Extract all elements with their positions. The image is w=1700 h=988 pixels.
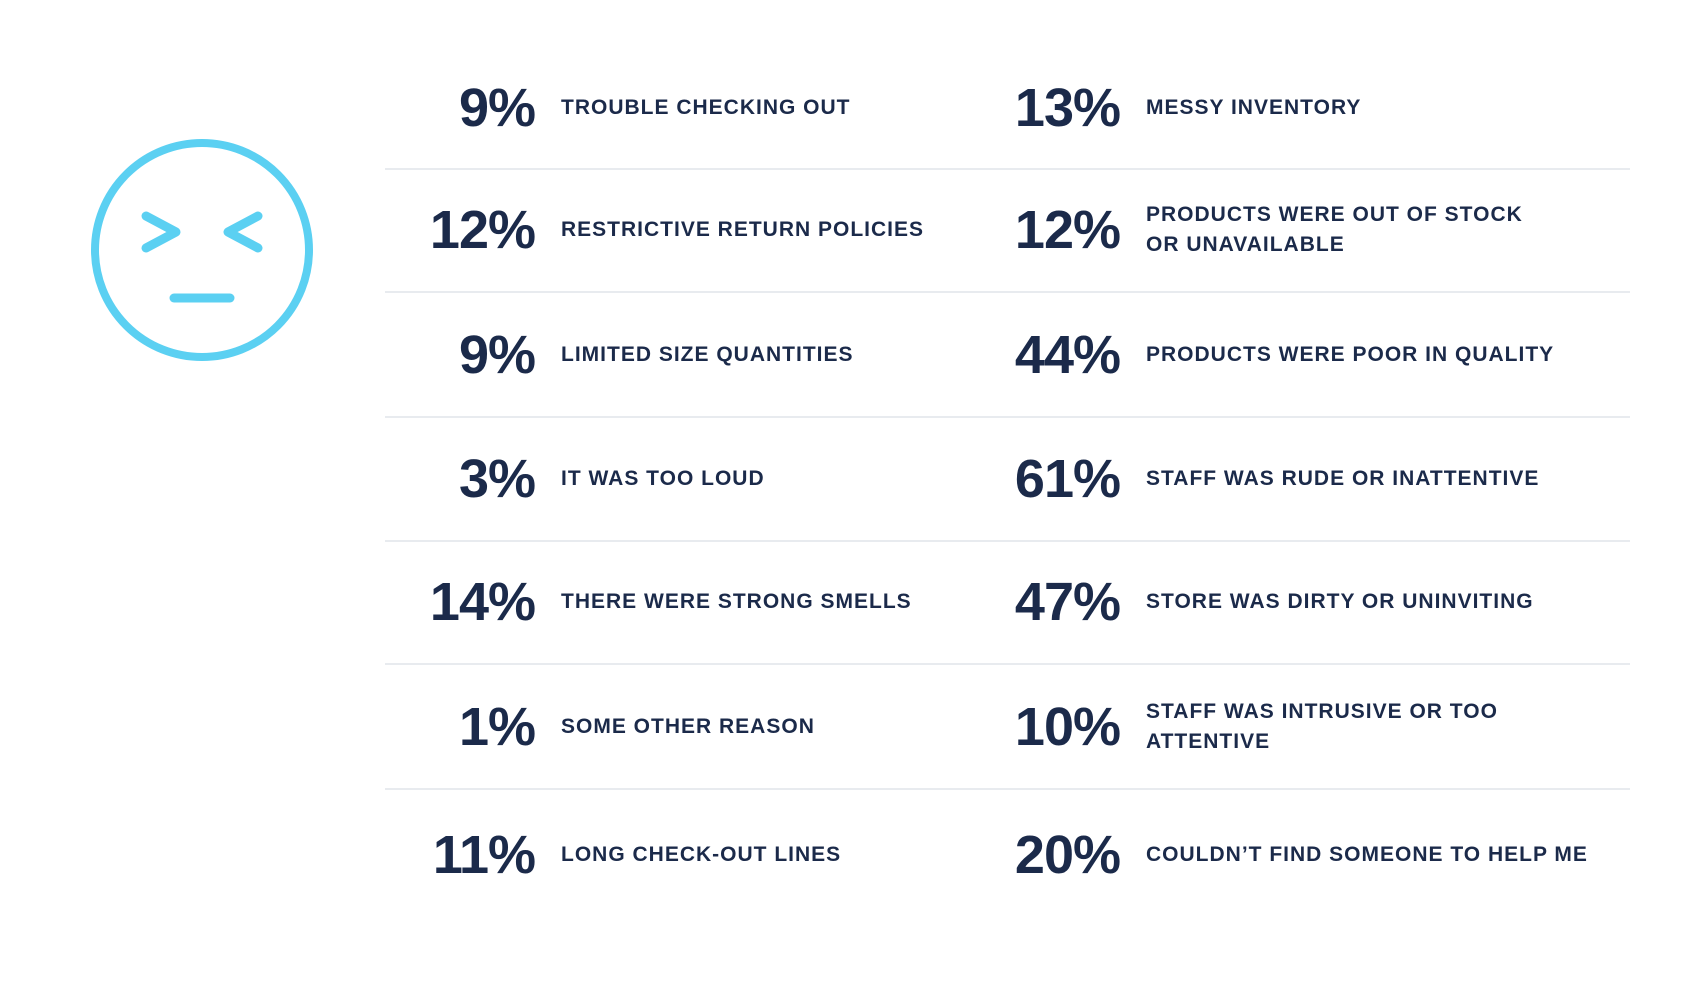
stat-label: SOME OTHER REASON <box>561 715 815 738</box>
stat-percent: 9% <box>458 77 536 138</box>
stat-cell: 1% SOME OTHER REASON <box>385 667 945 787</box>
stat-label: LIMITED SIZE QUANTITIES <box>561 343 854 366</box>
stat-cell: 11% LONG CHECK-OUT LINES <box>385 792 945 918</box>
stat-cell: 12% RESTRICTIVE RETURN POLICIES <box>385 172 945 288</box>
stat-cell: 9% TROUBLE CHECKING OUT <box>385 50 945 165</box>
squinting-unhappy-face-icon <box>91 139 313 361</box>
stat-row: 14% THERE WERE STRONG SMELLS 47% STORE W… <box>385 544 1630 660</box>
row-divider <box>385 416 1630 418</box>
stat-cell: 10% STAFF WAS INTRUSIVE OR TOO ATTENTIVE <box>945 667 1630 787</box>
stat-percent: 47% <box>1014 572 1121 632</box>
stat-row: 12% RESTRICTIVE RETURN POLICIES 12% PROD… <box>385 172 1630 288</box>
stat-percent: 20% <box>1014 825 1121 885</box>
stat-cell: 61% STAFF WAS RUDE OR INATTENTIVE <box>945 420 1630 537</box>
stat-percent: 1% <box>458 697 536 757</box>
row-divider <box>385 540 1630 542</box>
row-divider <box>385 291 1630 293</box>
stat-cell: 20% COULDN’T FIND SOMEONE TO HELP ME <box>945 792 1630 918</box>
stat-label: STORE WAS DIRTY OR UNINVITING <box>1146 590 1534 613</box>
stat-label: PRODUCTS WERE POOR IN QUALITY <box>1146 343 1555 366</box>
stat-row: 9% TROUBLE CHECKING OUT 13% MESSY INVENT… <box>385 50 1630 165</box>
stat-label: PRODUCTS WERE OUT OF STOCK OR UNAVAILABL… <box>1146 203 1523 256</box>
stat-cell: 3% IT WAS TOO LOUD <box>385 420 945 537</box>
stat-row: 3% IT WAS TOO LOUD 61% STAFF WAS RUDE OR… <box>385 420 1630 537</box>
stat-percent: 44% <box>1014 325 1121 385</box>
stat-percent: 12% <box>1014 200 1121 260</box>
row-divider <box>385 788 1630 790</box>
stat-label: TROUBLE CHECKING OUT <box>561 95 851 119</box>
stat-cell: 44% PRODUCTS WERE POOR IN QUALITY <box>945 295 1630 415</box>
stat-percent: 3% <box>458 448 536 509</box>
stat-percent: 61% <box>1014 448 1121 509</box>
stat-label: RESTRICTIVE RETURN POLICIES <box>561 218 925 241</box>
stat-cell: 9% LIMITED SIZE QUANTITIES <box>385 295 945 415</box>
stat-label: STAFF WAS INTRUSIVE OR TOO ATTENTIVE <box>1146 700 1498 753</box>
stat-percent: 11% <box>432 825 536 885</box>
stat-label: STAFF WAS RUDE OR INATTENTIVE <box>1146 466 1540 490</box>
stat-cell: 47% STORE WAS DIRTY OR UNINVITING <box>945 544 1630 660</box>
stat-percent: 10% <box>1014 697 1121 757</box>
stat-row: 11% LONG CHECK-OUT LINES 20% COULDN’T FI… <box>385 792 1630 918</box>
stat-percent: 14% <box>429 572 536 632</box>
row-divider <box>385 663 1630 665</box>
stat-row: 1% SOME OTHER REASON 10% STAFF WAS INTRU… <box>385 667 1630 787</box>
stat-cell: 12% PRODUCTS WERE OUT OF STOCK OR UNAVAI… <box>945 172 1630 288</box>
stats-grid: 9% TROUBLE CHECKING OUT 13% MESSY INVENT… <box>385 50 1630 920</box>
stat-percent: 9% <box>458 325 536 385</box>
stat-percent: 13% <box>1014 77 1121 138</box>
stat-label: MESSY INVENTORY <box>1146 95 1362 119</box>
row-divider <box>385 168 1630 170</box>
stat-percent: 12% <box>429 200 536 260</box>
stat-cell: 13% MESSY INVENTORY <box>945 50 1630 165</box>
stat-cell: 14% THERE WERE STRONG SMELLS <box>385 544 945 660</box>
stat-label: THERE WERE STRONG SMELLS <box>561 590 912 613</box>
stat-label: IT WAS TOO LOUD <box>561 466 765 490</box>
stat-row: 9% LIMITED SIZE QUANTITIES 44% PRODUCTS … <box>385 295 1630 415</box>
stat-label: COULDN’T FIND SOMEONE TO HELP ME <box>1146 843 1588 866</box>
stat-label: LONG CHECK-OUT LINES <box>561 843 842 866</box>
